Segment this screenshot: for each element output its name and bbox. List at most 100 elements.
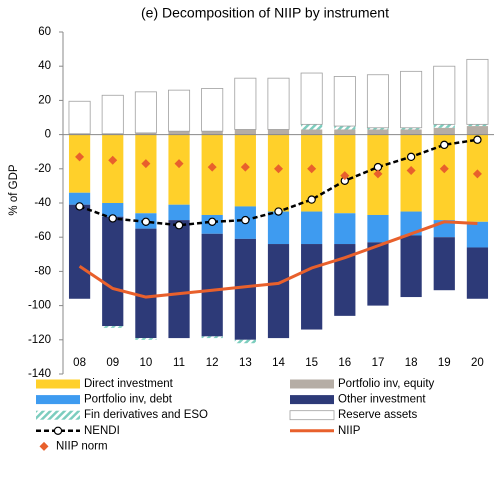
x-tick-label: 08 — [73, 357, 86, 369]
bar-segment — [466, 126, 489, 135]
x-tick-label: 13 — [239, 357, 252, 369]
bar-segment — [367, 214, 389, 243]
chart-title: (e) Decomposition of NIIP by instrument — [141, 5, 389, 21]
legend-marker — [53, 426, 63, 435]
point — [307, 195, 316, 204]
bar-segment — [334, 126, 356, 130]
bar-segment — [267, 211, 290, 245]
x-tick-label: 11 — [173, 357, 185, 369]
bar-segment — [168, 131, 190, 135]
bar-segment — [201, 233, 223, 337]
x-tick-label: 09 — [106, 357, 119, 369]
bar-segment — [334, 213, 356, 245]
legend-swatch — [290, 395, 334, 405]
bar-segment — [267, 244, 290, 339]
point — [472, 169, 482, 179]
bar-segment — [334, 244, 356, 316]
point — [473, 135, 482, 144]
bar-segment — [201, 88, 224, 132]
point — [406, 166, 416, 176]
bar-segment — [201, 336, 223, 339]
y-tick-label: -140 — [28, 368, 51, 380]
bar-segment — [168, 134, 190, 205]
x-tick-label: 14 — [272, 357, 285, 369]
bar-segment — [367, 127, 389, 130]
bar-segment — [466, 124, 489, 127]
legend-label: NENDI — [84, 425, 120, 437]
bar-segment — [300, 72, 323, 125]
bar-segment — [135, 228, 157, 339]
y-tick-label: -40 — [34, 197, 51, 209]
bar-segment — [102, 216, 124, 327]
bar-segment — [333, 76, 356, 127]
legend-swatch — [36, 395, 80, 405]
point — [141, 159, 151, 169]
bar-segment — [101, 94, 124, 135]
point — [340, 171, 350, 181]
point — [406, 152, 416, 162]
bar-segment — [168, 220, 190, 339]
x-tick-label: 16 — [338, 357, 351, 369]
y-tick-label: 40 — [38, 60, 51, 72]
y-tick-label: -80 — [34, 265, 51, 277]
legend-swatch — [36, 379, 80, 389]
bar-segment — [68, 100, 91, 135]
bar-segment — [367, 129, 389, 135]
bar-segment — [201, 131, 223, 135]
bar-segment — [234, 339, 256, 344]
bar-segment — [433, 237, 455, 291]
y-tick-label: 20 — [38, 94, 51, 106]
point — [274, 207, 283, 216]
bar-segment — [400, 70, 423, 129]
x-tick-label: 17 — [372, 357, 385, 369]
legend-swatch — [36, 410, 80, 420]
x-tick-label: 19 — [438, 357, 451, 369]
point — [307, 164, 317, 174]
bar-segment — [301, 129, 323, 135]
legend-label: Direct investment — [84, 378, 174, 390]
bar-segment — [234, 238, 256, 340]
bar-segment — [367, 242, 389, 306]
bar-segment — [433, 127, 455, 135]
y-tick-label: -20 — [34, 163, 51, 175]
bar-segment — [234, 129, 256, 135]
legend-label: Reserve assets — [338, 409, 418, 421]
bar-segment — [400, 127, 422, 130]
bar-segment — [168, 204, 190, 221]
bar-segment — [102, 134, 124, 203]
bar-segment — [267, 77, 290, 130]
x-tick-label: 20 — [471, 357, 484, 369]
legend-label: Portfolio inv, debt — [84, 394, 173, 406]
bar-segment — [334, 129, 356, 135]
bar-segment — [135, 338, 157, 340]
bar-segment — [201, 134, 223, 215]
bar-segment — [68, 204, 91, 299]
legend-label: NIIP — [338, 425, 361, 437]
legend-label: NIIP norm — [56, 440, 108, 452]
bar-segment — [135, 134, 157, 214]
y-axis-title: % of GDP — [8, 164, 20, 215]
bar-segment — [466, 247, 489, 299]
point — [75, 152, 85, 162]
point — [141, 217, 151, 227]
point — [274, 164, 283, 174]
bar-segment — [68, 192, 91, 205]
x-tick-label: 10 — [139, 357, 152, 369]
point — [373, 169, 383, 179]
point — [439, 164, 449, 174]
point — [75, 202, 84, 211]
bar-segment — [400, 129, 422, 135]
legend-label: Other investment — [338, 394, 426, 406]
point — [108, 214, 117, 223]
legend-swatch — [290, 379, 334, 389]
bar-segment — [400, 235, 422, 298]
bar-segment — [301, 124, 323, 130]
bar-segment — [102, 326, 124, 328]
bar-segment — [168, 89, 191, 132]
bar-segment — [134, 91, 157, 134]
line — [78, 220, 478, 299]
bar-segment — [466, 221, 489, 248]
legend-swatch — [289, 410, 335, 421]
